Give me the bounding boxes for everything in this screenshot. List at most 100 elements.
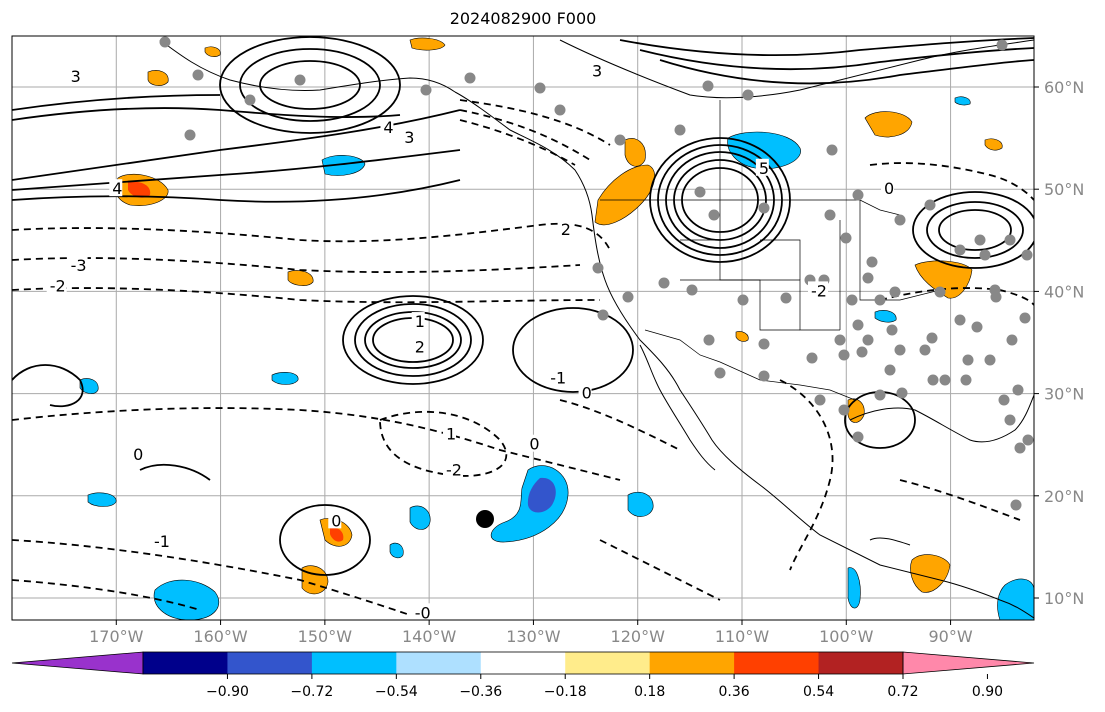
station-dot <box>846 294 858 306</box>
lat-label: 50°N <box>1044 180 1084 199</box>
contour-label: 2 <box>561 220 571 239</box>
contour-label-bg <box>755 158 769 176</box>
positive-anomaly-area <box>735 331 749 342</box>
contour-label: 0 <box>133 445 143 464</box>
lon-label: 140°W <box>402 627 457 646</box>
contour-label: -1 <box>154 532 170 551</box>
lon-label: 130°W <box>506 627 561 646</box>
contour-label-bg <box>328 511 342 529</box>
station-dot <box>1012 384 1024 396</box>
station-dot <box>852 319 864 331</box>
contour-label-bg <box>67 255 88 273</box>
station-dot <box>737 294 749 306</box>
contour-label: 1 <box>415 312 425 331</box>
station-dot <box>1006 334 1018 346</box>
station-dot <box>989 284 1001 296</box>
station-dot <box>780 292 792 304</box>
colorbar-tick-label: −0.90 <box>206 684 249 700</box>
positive-anomaly-area <box>984 138 1003 151</box>
station-dot <box>597 309 609 321</box>
station-dot <box>894 214 906 226</box>
contour-label-bg <box>589 61 602 79</box>
lon-label: 150°W <box>298 627 353 646</box>
station-dot <box>919 344 931 356</box>
colorbar-outline <box>142 651 904 675</box>
contour-label-bg <box>526 434 540 452</box>
positive-anomaly-core <box>330 527 344 542</box>
station-dot <box>1019 312 1031 324</box>
positive-anomaly-area <box>864 111 913 138</box>
positive-anomaly-core <box>128 181 151 198</box>
station-dot <box>852 189 864 201</box>
station-dot <box>934 286 946 298</box>
contour-label: 3 <box>71 67 81 86</box>
station-dot <box>984 354 996 366</box>
colorbar-tick-label: −0.18 <box>544 684 587 700</box>
contour-label: 1 <box>446 424 456 443</box>
station-dot <box>614 134 626 146</box>
positive-anomaly-area <box>409 37 446 51</box>
lat-label: 20°N <box>1044 487 1084 506</box>
station-dot <box>840 232 852 244</box>
contour-label: 4 <box>112 179 122 198</box>
station-dot <box>658 277 670 289</box>
lon-label: 100°W <box>819 627 874 646</box>
station-dot <box>838 349 850 361</box>
contour-label-bg <box>130 444 144 462</box>
lon-label: 90°W <box>928 627 972 646</box>
station-dot <box>824 209 836 221</box>
colorbar-tick-label: 0.72 <box>887 684 918 700</box>
negative-anomaly-area <box>874 310 897 323</box>
station-dot <box>814 394 826 406</box>
station-dot <box>420 84 432 96</box>
station-dot <box>874 294 886 306</box>
longitude-axis: 170°W 160°W 150°W 140°W 130°W 120°W 110°W 100°W… <box>89 620 973 646</box>
contour-label-bg <box>547 368 568 386</box>
colorbar-segment <box>565 652 651 674</box>
colorbar: −0.90 −0.72 −0.54 −0.36 −0.18 0.18 0.36 0.54 0.7… <box>11 651 1035 700</box>
station-dot <box>192 69 204 81</box>
station-dot <box>960 374 972 386</box>
contour-label: 5 <box>759 159 769 178</box>
station-dot <box>834 334 846 346</box>
negative-anomaly-core <box>527 477 556 513</box>
negative-anomaly-area <box>847 567 861 609</box>
contour-label: -3 <box>71 256 87 275</box>
station-dot <box>996 39 1008 51</box>
station-dot <box>856 346 868 358</box>
contour-label-bg <box>808 281 828 299</box>
lat-label: 30°N <box>1044 385 1084 404</box>
contour-label: -1 <box>550 368 566 387</box>
contour-label-bg <box>557 220 571 238</box>
station-dot <box>826 144 838 156</box>
negative-anomaly-area <box>271 371 299 385</box>
colorbar-tick-label: 0.54 <box>803 684 834 700</box>
contour-label-bg <box>151 531 171 549</box>
colorbar-tick-label: −0.72 <box>290 684 333 700</box>
contour-label: 3 <box>404 128 414 147</box>
station-dot <box>998 394 1010 406</box>
station-dot <box>866 256 878 268</box>
positive-anomaly-area <box>287 270 314 286</box>
station-dot <box>874 389 886 401</box>
lon-label: 170°W <box>89 627 144 646</box>
station-dot <box>806 352 818 364</box>
lat-label: 10°N <box>1044 589 1084 608</box>
contour-label-bg <box>380 117 394 135</box>
station-dot <box>294 74 306 86</box>
colorbar-segment <box>311 652 397 674</box>
positive-anomaly-area <box>147 70 169 86</box>
station-dot <box>592 262 604 274</box>
colorbar-tick-label: 0.18 <box>634 684 665 700</box>
storm-center-marker <box>476 510 494 528</box>
station-dot <box>979 249 991 261</box>
station-dot <box>838 404 850 416</box>
station-dot <box>889 286 901 298</box>
station-dot <box>1004 414 1016 426</box>
colorbar-segment <box>818 652 904 674</box>
station-dot <box>927 374 939 386</box>
station-dot <box>184 129 196 141</box>
contour-label-bg <box>443 424 456 442</box>
contour-label-bg <box>46 276 67 294</box>
